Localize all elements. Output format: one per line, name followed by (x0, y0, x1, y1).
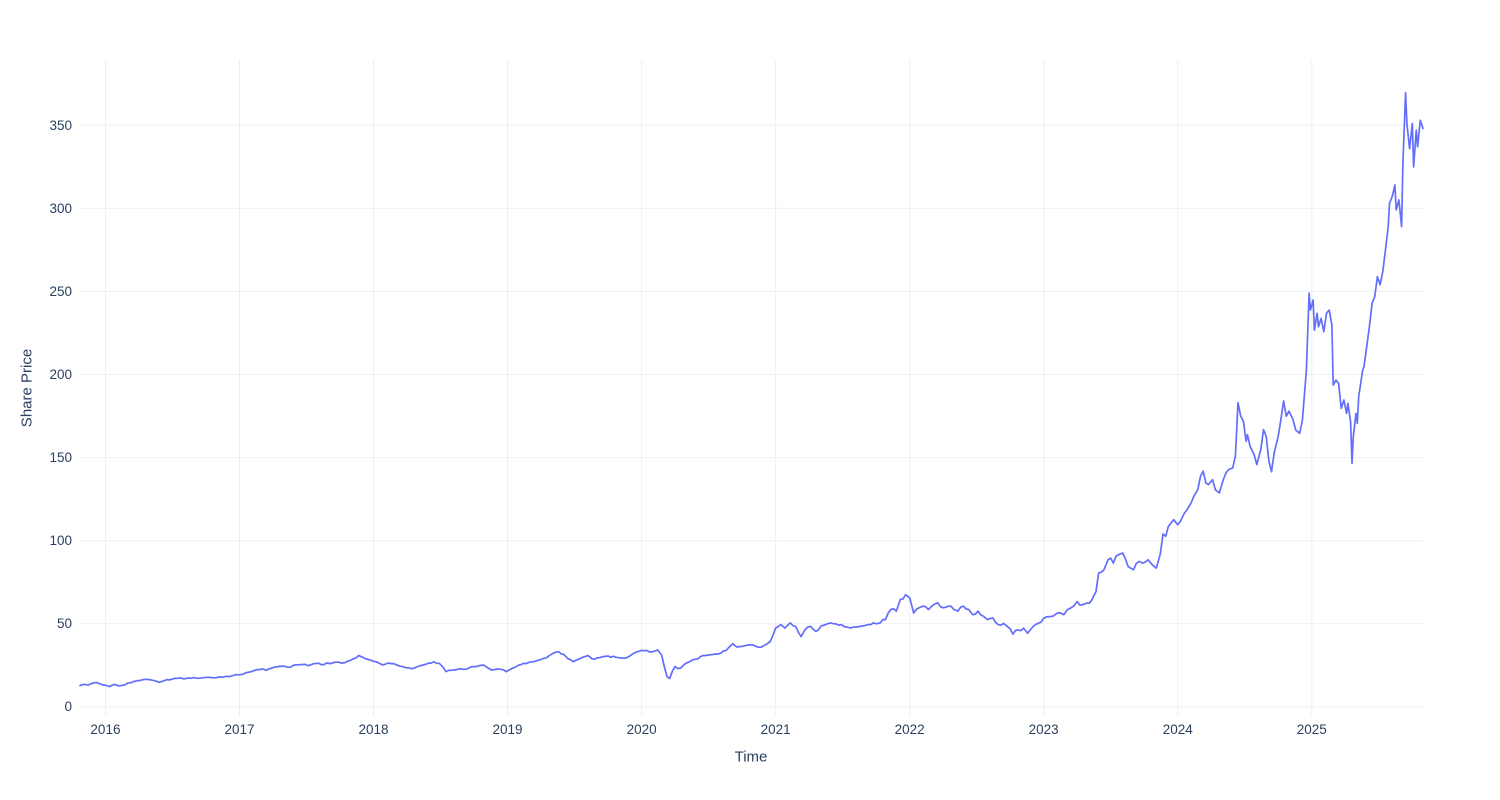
x-tick-label: 2018 (358, 722, 389, 737)
y-tick-label: 350 (49, 117, 72, 133)
y-tick-label: 50 (56, 616, 72, 632)
y-tick-label: 250 (49, 283, 72, 299)
y-tick-label: 300 (49, 200, 72, 216)
x-axis-title: Time (734, 748, 768, 766)
x-tick-label: 2017 (224, 722, 255, 737)
x-tick-label: 2023 (1028, 722, 1059, 737)
x-tick-label: 2025 (1296, 722, 1327, 737)
x-tick-label: 2019 (492, 722, 523, 737)
x-tick-label: 2022 (894, 722, 925, 737)
x-tick-label: 2016 (90, 722, 121, 737)
y-tick-label: 100 (49, 533, 72, 549)
price-line-series (79, 91, 1424, 688)
y-tick-label: 150 (49, 450, 72, 466)
x-tick-label: 2020 (626, 722, 657, 737)
y-tick-label: 200 (49, 366, 72, 382)
y-tick-label: 0 (64, 699, 72, 715)
x-tick-label: 2021 (760, 722, 791, 737)
x-tick-label: 2024 (1162, 722, 1193, 737)
y-axis-title: Share Price (18, 348, 36, 428)
gridlines (80, 60, 1423, 716)
